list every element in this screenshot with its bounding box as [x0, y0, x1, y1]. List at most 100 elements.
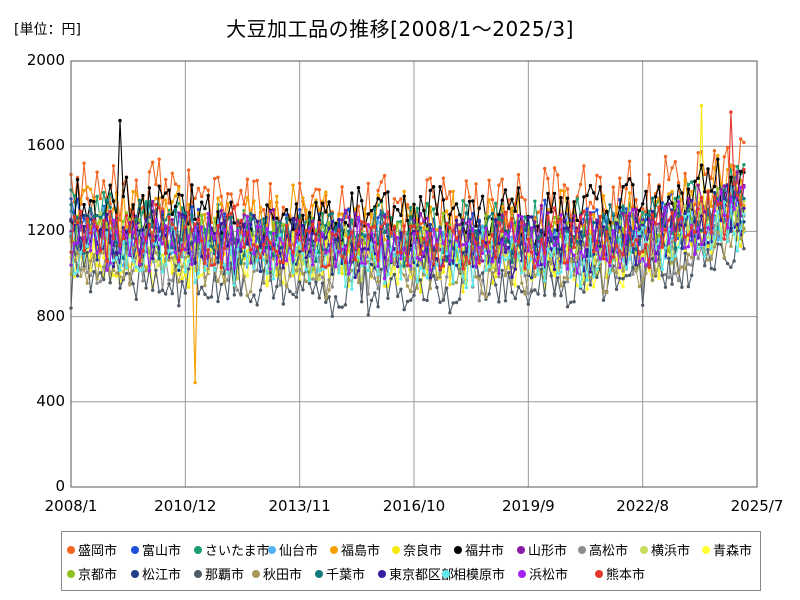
- data-point: [418, 226, 423, 230]
- data-point: [686, 252, 691, 257]
- data-point: [311, 203, 315, 208]
- data-point: [490, 281, 495, 285]
- data-point: [438, 228, 442, 233]
- data-point: [317, 296, 321, 300]
- data-point: [667, 249, 671, 254]
- data-point: [735, 229, 740, 233]
- data-point: [500, 268, 504, 273]
- data-point: [673, 271, 677, 276]
- data-point: [255, 219, 259, 224]
- data-point: [431, 274, 436, 278]
- data-point: [474, 182, 478, 186]
- data-point: [611, 185, 615, 189]
- data-point: [461, 199, 465, 203]
- data-point: [95, 277, 99, 281]
- data-point: [578, 239, 583, 244]
- data-point: [239, 261, 243, 265]
- data-point: [98, 279, 103, 284]
- data-point: [324, 210, 328, 214]
- data-point: [222, 281, 227, 285]
- data-point: [536, 263, 540, 267]
- data-point: [422, 297, 426, 302]
- data-point: [722, 213, 726, 217]
- data-point: [428, 232, 432, 236]
- data-point: [451, 229, 455, 234]
- data-point: [611, 268, 615, 273]
- data-point: [226, 267, 230, 271]
- data-point: [520, 271, 524, 275]
- data-point: [696, 176, 700, 180]
- data-point: [213, 216, 217, 221]
- data-point: [605, 258, 609, 262]
- data-point: [494, 268, 498, 273]
- legend-label: 相模原市: [453, 568, 506, 583]
- data-point: [458, 260, 462, 264]
- data-point: [484, 226, 488, 231]
- data-point: [396, 200, 400, 205]
- legend-marker: [392, 545, 400, 554]
- data-point: [144, 200, 148, 204]
- data-point: [608, 220, 612, 225]
- data-point: [278, 232, 282, 237]
- data-point: [226, 213, 230, 217]
- data-point: [102, 179, 106, 183]
- data-point: [186, 168, 191, 172]
- data-point: [121, 194, 126, 199]
- data-point: [271, 231, 276, 236]
- data-point: [523, 292, 527, 296]
- data-point: [686, 182, 691, 187]
- data-point: [549, 262, 553, 266]
- data-point: [121, 275, 126, 280]
- data-point: [186, 285, 191, 289]
- data-point: [513, 267, 517, 271]
- data-point: [703, 254, 707, 259]
- data-point: [667, 256, 671, 260]
- data-point: [438, 300, 442, 304]
- data-point: [601, 213, 606, 217]
- data-point: [608, 203, 612, 207]
- data-point: [709, 230, 713, 235]
- data-point: [533, 199, 537, 203]
- data-point: [582, 195, 586, 199]
- data-point: [683, 235, 687, 239]
- data-point: [706, 241, 710, 245]
- data-point: [523, 215, 527, 219]
- data-point: [448, 226, 452, 230]
- data-point: [409, 267, 413, 272]
- data-point: [454, 236, 459, 240]
- data-point: [618, 205, 622, 210]
- data-point: [425, 230, 429, 235]
- data-point: [206, 296, 210, 300]
- data-point: [307, 278, 312, 283]
- data-point: [402, 247, 406, 251]
- data-point: [160, 212, 165, 217]
- data-point: [284, 262, 289, 266]
- data-point: [82, 213, 86, 218]
- data-point: [546, 247, 550, 251]
- data-point: [507, 245, 511, 250]
- data-point: [608, 226, 612, 231]
- legend-label: 京都市: [78, 568, 118, 583]
- data-point: [121, 236, 126, 240]
- series-13: [69, 229, 746, 318]
- data-point: [131, 210, 135, 214]
- data-point: [356, 255, 361, 259]
- data-point: [559, 294, 563, 298]
- data-point: [311, 219, 315, 224]
- data-point: [735, 193, 740, 197]
- x-tick-label: 2008/1: [44, 497, 98, 515]
- data-point: [686, 212, 691, 216]
- data-point: [118, 118, 122, 123]
- data-point: [595, 247, 599, 251]
- data-point: [88, 199, 93, 203]
- data-point: [507, 256, 511, 260]
- data-point: [445, 258, 449, 262]
- data-point: [729, 163, 733, 168]
- data-point: [490, 266, 495, 270]
- data-point: [729, 244, 733, 248]
- data-point: [637, 227, 642, 231]
- data-point: [543, 262, 547, 266]
- data-point: [490, 272, 495, 277]
- data-point: [487, 240, 491, 245]
- data-point: [291, 232, 295, 237]
